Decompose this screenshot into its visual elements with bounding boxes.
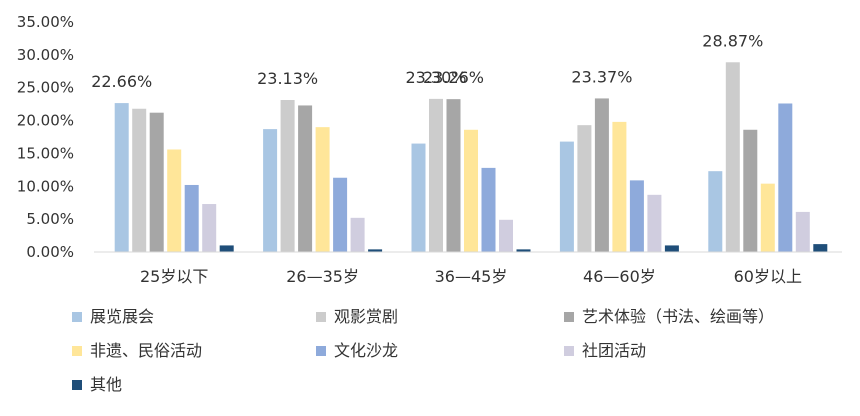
data-labels: 22.66% 23.13% 23.30%23.26% 23.37% 28.87% — [91, 31, 763, 91]
legend-swatch — [316, 312, 326, 322]
legend-swatch — [72, 346, 82, 356]
bar — [743, 129, 758, 252]
legend-label: 文化沙龙 — [334, 341, 398, 360]
x-axis-category-labels: 25岁以下 26—35岁 36—45岁 46—60岁 60岁以上 — [140, 267, 802, 286]
bar — [132, 108, 147, 252]
data-label: 23.13% — [257, 69, 318, 88]
legend-item: 展览展会 — [72, 307, 154, 326]
bar — [594, 98, 609, 252]
bar — [647, 194, 662, 252]
bar — [813, 244, 828, 252]
legend-item: 艺术体验（书法、绘画等） — [564, 307, 774, 326]
legend-label: 展览展会 — [90, 307, 154, 326]
legend-label: 其他 — [90, 375, 122, 394]
y-tick-label: 35.00% — [17, 13, 74, 31]
category-label: 46—60岁 — [583, 267, 656, 286]
bar — [315, 127, 330, 252]
bar — [429, 98, 443, 252]
legend-item: 非遗、民俗活动 — [72, 341, 202, 360]
bar — [516, 249, 531, 252]
category-label: 60岁以上 — [734, 267, 802, 286]
bar — [411, 143, 426, 252]
bar — [795, 211, 810, 252]
bar — [446, 99, 461, 252]
bar — [184, 184, 199, 252]
bar — [350, 217, 365, 252]
legend-item: 其他 — [72, 375, 122, 394]
legend-label: 艺术体验（书法、绘画等） — [582, 307, 774, 326]
bar — [612, 121, 627, 252]
bar — [202, 204, 217, 252]
data-label: 23.37% — [571, 67, 632, 86]
y-axis-ticks: 0.00% 5.00% 10.00% 15.00% 20.00% 25.00% 30.00%… — [17, 13, 74, 261]
y-tick-label: 25.00% — [17, 79, 74, 97]
legend-item: 社团活动 — [564, 341, 646, 360]
bar — [263, 129, 278, 252]
legend-swatch — [316, 346, 326, 356]
y-tick-label: 20.00% — [17, 112, 74, 130]
legend-label: 观影赏剧 — [334, 307, 398, 326]
category-label: 25岁以下 — [140, 267, 208, 286]
bar — [280, 100, 295, 252]
legend-item: 观影赏剧 — [316, 307, 398, 326]
bar — [725, 62, 740, 253]
bar — [577, 125, 592, 252]
bar — [298, 105, 313, 252]
legend-label: 社团活动 — [582, 341, 646, 360]
bar — [149, 112, 164, 252]
data-label: 23.30% — [405, 68, 466, 87]
bar — [219, 245, 234, 252]
bar — [464, 129, 478, 252]
legend-swatch — [564, 312, 574, 322]
bar — [114, 103, 129, 252]
legend-swatch — [564, 346, 574, 356]
bar — [167, 149, 182, 252]
legend-swatch — [72, 380, 82, 390]
legend-label: 非遗、民俗活动 — [90, 341, 202, 360]
bar — [629, 180, 644, 252]
bar — [778, 103, 793, 252]
bar — [481, 167, 496, 252]
bar-groups — [114, 62, 828, 253]
y-tick-label: 10.00% — [17, 177, 74, 195]
bar — [559, 141, 574, 252]
bar — [708, 171, 723, 252]
bar — [499, 219, 513, 252]
y-tick-label: 0.00% — [26, 243, 74, 261]
bar — [760, 183, 775, 252]
y-tick-label: 15.00% — [17, 144, 74, 162]
data-label: 23.26% — [423, 68, 484, 87]
data-label: 28.87% — [702, 31, 763, 50]
data-label: 22.66% — [91, 72, 152, 91]
bar — [333, 177, 348, 252]
legend-swatch — [72, 312, 82, 322]
y-tick-label: 30.00% — [17, 46, 74, 64]
category-label: 36—45岁 — [435, 267, 508, 286]
legend-item: 文化沙龙 — [316, 341, 398, 360]
category-label: 26—35岁 — [286, 267, 359, 286]
y-tick-label: 5.00% — [26, 210, 74, 228]
bar — [664, 245, 679, 252]
bar — [368, 249, 383, 252]
